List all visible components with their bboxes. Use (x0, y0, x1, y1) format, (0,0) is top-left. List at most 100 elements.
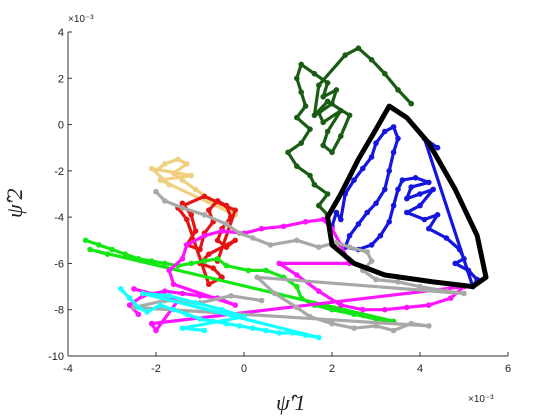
data-point (355, 221, 362, 227)
data-point (382, 306, 388, 313)
data-point (368, 57, 375, 63)
series-layer (82, 45, 481, 341)
data-point (179, 325, 186, 332)
data-point (157, 177, 164, 183)
data-point (135, 311, 142, 318)
data-point (188, 212, 194, 218)
data-point (408, 320, 415, 327)
data-point (245, 267, 252, 274)
data-point (179, 177, 186, 183)
data-point (448, 295, 454, 301)
data-point (333, 87, 340, 93)
data-point (162, 198, 168, 204)
data-point (223, 202, 230, 209)
data-point (434, 212, 441, 218)
data-point (426, 179, 432, 186)
data-point (214, 198, 221, 204)
data-point (395, 279, 401, 285)
data-point (324, 191, 331, 197)
data-point (307, 313, 313, 320)
data-point (280, 223, 287, 230)
data-point (426, 302, 432, 308)
data-point (338, 302, 344, 308)
y-multiplier-label: ×10⁻³ (68, 14, 94, 25)
data-point (87, 246, 93, 253)
data-point (219, 228, 225, 234)
data-point (289, 330, 296, 336)
data-point (404, 209, 410, 216)
data-point (324, 128, 331, 135)
data-point (272, 290, 278, 297)
y-tick-label: -4 (54, 212, 64, 224)
data-point (434, 144, 441, 151)
data-point (294, 304, 300, 311)
data-point (302, 103, 309, 109)
data-point (118, 286, 124, 292)
series-1 (329, 124, 481, 290)
data-point (206, 281, 212, 288)
data-point (368, 242, 375, 248)
data-point (223, 244, 230, 250)
y-tick-label: -2 (54, 166, 64, 178)
data-point (175, 156, 181, 163)
data-point (206, 207, 212, 213)
data-point (214, 237, 221, 244)
y-tick-label: -10 (48, 351, 64, 363)
data-point (461, 290, 467, 297)
series-5 (126, 216, 467, 334)
data-point (219, 306, 225, 313)
data-point (307, 172, 313, 179)
series-2 (148, 156, 238, 218)
data-point (298, 61, 305, 68)
data-point (316, 110, 322, 116)
y-tick-label: 4 (58, 27, 64, 39)
data-point (192, 300, 199, 306)
data-point (236, 323, 243, 329)
data-point (153, 327, 159, 334)
x-tick-label: 0 (241, 363, 247, 375)
data-point (452, 260, 459, 267)
data-point (276, 260, 283, 267)
data-point (373, 200, 379, 207)
y-tick-label: -6 (54, 258, 64, 270)
data-point (267, 242, 274, 248)
data-point (360, 165, 366, 172)
data-point (346, 232, 353, 239)
data-point (241, 313, 247, 320)
data-point (96, 242, 102, 248)
data-point (360, 306, 366, 313)
data-point (162, 288, 168, 295)
data-point (329, 320, 335, 327)
data-point (329, 149, 335, 156)
data-point (311, 181, 318, 188)
data-point (170, 306, 177, 313)
data-point (184, 242, 190, 248)
data-point (324, 98, 331, 105)
axes: -4 -2 0 2 4 6 -10 -8 -6 -4 -2 0 2 4 (48, 27, 511, 375)
data-point (346, 244, 353, 250)
data-point (417, 283, 423, 290)
data-point (250, 325, 256, 332)
data-point (148, 320, 155, 327)
data-point (320, 119, 327, 126)
data-point (206, 251, 212, 257)
data-point (166, 181, 172, 188)
data-point (122, 251, 128, 257)
labels: ×10⁻³ ×10⁻³ ψ̂′1 ψ̂′2 (2, 14, 494, 415)
highlight-region-outline (325, 103, 489, 290)
data-point (188, 260, 194, 267)
data-point (126, 295, 133, 301)
data-point (368, 258, 375, 264)
data-point (443, 235, 450, 241)
data-point (179, 200, 186, 207)
data-point (316, 82, 322, 88)
data-point (263, 327, 269, 334)
data-point (232, 302, 238, 308)
data-point (82, 237, 89, 244)
data-point (320, 216, 327, 223)
data-point (395, 87, 401, 93)
x-tick-label: -2 (151, 363, 161, 375)
data-point (197, 246, 203, 253)
data-point (144, 309, 150, 315)
data-point (373, 140, 379, 146)
